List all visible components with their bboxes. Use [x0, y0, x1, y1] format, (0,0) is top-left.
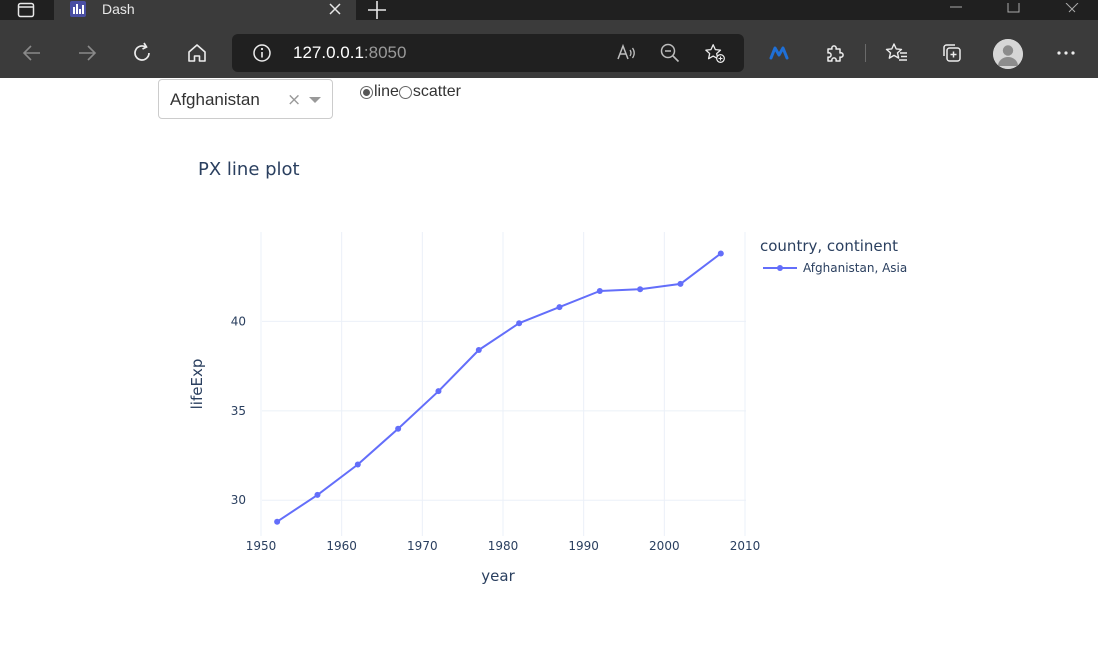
x-tick-label: 2000 — [649, 539, 680, 553]
plus-icon[interactable] — [366, 0, 388, 20]
add-favorite-icon[interactable] — [704, 42, 726, 64]
line-chart: PX line plot 1950 1960 1970 1980 1990 2000 201… — [188, 159, 907, 585]
collections-icon[interactable] — [939, 40, 965, 66]
window-close-icon[interactable] — [1064, 0, 1080, 13]
y-axis-label: lifeExp — [188, 359, 206, 410]
read-aloud-icon[interactable] — [616, 42, 638, 64]
x-tick-label: 1980 — [488, 539, 519, 553]
address-port: :8050 — [363, 43, 407, 62]
data-point[interactable] — [435, 388, 442, 395]
tab-title: Dash — [102, 1, 135, 17]
address-text[interactable]: 127.0.0.1:8050 — [293, 42, 406, 64]
data-point[interactable] — [475, 347, 482, 354]
avatar-icon[interactable] — [993, 39, 1023, 69]
home-icon[interactable] — [184, 40, 210, 66]
series-line — [276, 252, 722, 523]
legend-title: country, continent — [760, 237, 898, 255]
chart-legend: country, continent Afghanistan, Asia — [760, 237, 907, 275]
legend-marker — [777, 265, 783, 271]
y-tick-label: 40 — [231, 314, 246, 328]
m-extension-icon[interactable] — [766, 40, 792, 66]
data-point[interactable] — [274, 518, 281, 525]
x-tick-label: 1990 — [568, 539, 599, 553]
tab-actions-icon[interactable] — [16, 1, 36, 19]
browser-tab[interactable]: Dash — [54, 0, 356, 20]
data-point[interactable] — [717, 250, 724, 257]
chevron-down-icon[interactable] — [309, 97, 321, 103]
chart-series — [274, 250, 724, 525]
data-point[interactable] — [395, 425, 402, 432]
data-point[interactable] — [677, 280, 684, 287]
chart-title: PX line plot — [198, 159, 300, 180]
browser-toolbar: 127.0.0.1:8050 — [0, 20, 1098, 78]
minimize-icon[interactable] — [946, 0, 966, 12]
dropdown-value: Afghanistan — [170, 90, 260, 109]
info-icon[interactable] — [252, 43, 272, 63]
x-tick-labels: 1950 1960 1970 1980 1990 2000 2010 — [246, 539, 761, 553]
puzzle-icon[interactable] — [822, 40, 848, 66]
page-content: Afghanistan × line scatter PX line plot … — [0, 78, 1098, 646]
data-point[interactable] — [637, 286, 644, 293]
radio-label-scatter[interactable]: scatter — [412, 83, 461, 100]
y-tick-label: 30 — [231, 493, 246, 507]
data-point[interactable] — [516, 320, 523, 327]
close-icon[interactable] — [326, 1, 344, 19]
more-icon[interactable] — [1053, 40, 1079, 66]
x-tick-label: 1960 — [326, 539, 357, 553]
radio-label-line[interactable]: line — [374, 83, 399, 100]
y-tick-labels: 30 35 40 — [231, 314, 246, 507]
dash-favicon-icon — [70, 1, 86, 17]
data-point[interactable] — [354, 461, 361, 468]
zoom-out-icon[interactable] — [659, 42, 681, 64]
radio-line[interactable] — [360, 85, 373, 99]
x-tick-label: 1970 — [407, 539, 438, 553]
data-point[interactable] — [314, 491, 321, 498]
x-tick-label: 1950 — [246, 539, 277, 553]
data-point[interactable] — [556, 304, 563, 311]
y-tick-label: 35 — [231, 404, 246, 418]
radio-scatter[interactable] — [398, 85, 412, 99]
country-dropdown[interactable]: Afghanistan × — [158, 79, 333, 119]
address-host: 127.0.0.1 — [293, 43, 364, 62]
arrow-right-icon[interactable] — [74, 40, 100, 66]
maximize-icon[interactable] — [1006, 0, 1022, 13]
data-point[interactable] — [596, 288, 603, 295]
clear-icon[interactable]: × — [287, 90, 302, 110]
x-axis-label: year — [481, 567, 515, 585]
favorites-icon[interactable] — [884, 40, 910, 66]
refresh-icon[interactable] — [129, 40, 155, 66]
chart-type-radio-group: line scatter — [360, 82, 461, 102]
address-bar[interactable]: 127.0.0.1:8050 — [232, 34, 744, 72]
arrow-left-icon[interactable] — [19, 40, 45, 66]
x-tick-label: 2010 — [730, 539, 761, 553]
legend-entry[interactable]: Afghanistan, Asia — [803, 261, 907, 275]
toolbar-separator — [865, 44, 866, 62]
browser-title-bar: Dash — [0, 0, 1098, 20]
chart-grid — [260, 232, 746, 536]
